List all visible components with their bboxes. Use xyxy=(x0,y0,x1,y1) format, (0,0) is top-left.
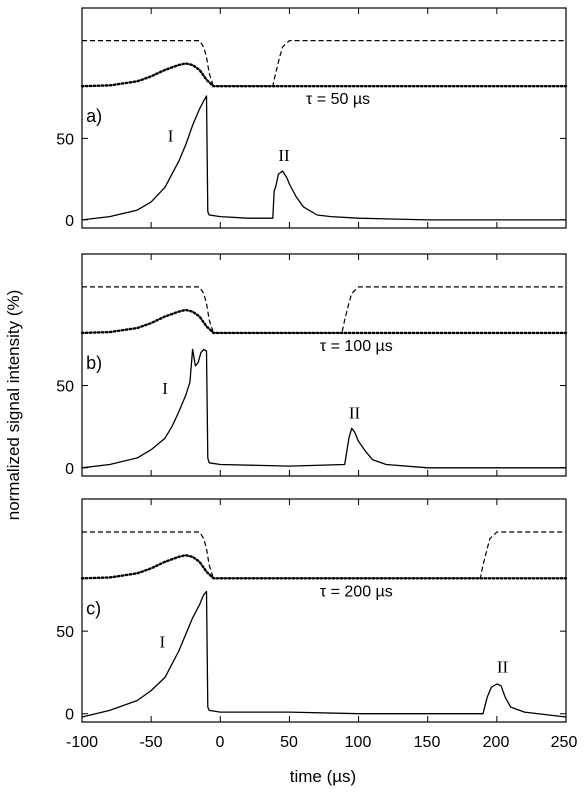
y-tick-label: 0 xyxy=(65,461,74,478)
series-dotted xyxy=(80,62,568,88)
y-tick-label: 50 xyxy=(56,379,74,396)
x-tick-label: 200 xyxy=(483,734,510,751)
y-tick-label: 0 xyxy=(65,213,74,230)
plot-frame xyxy=(81,498,567,723)
peak-label-II: II xyxy=(349,403,361,422)
series-dashed xyxy=(82,531,566,579)
series-solid xyxy=(81,348,566,469)
y-tick-label: 50 xyxy=(56,131,74,148)
y-tick-label: 0 xyxy=(65,707,74,724)
peak-label-I: I xyxy=(159,633,165,652)
series-solid xyxy=(81,590,567,718)
tau-annotation: τ = 100 µs xyxy=(320,338,393,355)
panel-label: c) xyxy=(86,599,101,619)
tau-annotation: τ = 50 µs xyxy=(306,91,370,108)
x-tick-label: -100 xyxy=(66,734,98,751)
peak-label-II: II xyxy=(497,657,509,676)
x-tick-label: -50 xyxy=(139,734,162,751)
x-axis-title: time (µs) xyxy=(290,767,356,786)
peak-label-II: II xyxy=(278,146,290,165)
tau-annotation: τ = 200 µs xyxy=(320,583,393,600)
series-dashed xyxy=(82,286,566,334)
y-axis-title: normalized signal intensity (%) xyxy=(4,290,23,521)
series-solid xyxy=(81,95,566,221)
panel-label: b) xyxy=(86,353,102,373)
series-dotted xyxy=(80,554,568,580)
x-tick-label: 150 xyxy=(414,734,441,751)
x-tick-labels: -100 -50 0 50 100 150 200 250 xyxy=(66,734,577,751)
plot-frame xyxy=(81,7,567,229)
panel-label: a) xyxy=(86,106,102,126)
plot-frame xyxy=(81,253,567,477)
series-dashed xyxy=(82,39,566,87)
x-tick-label: 100 xyxy=(345,734,372,751)
x-tick-label: 250 xyxy=(551,734,578,751)
peak-label-I: I xyxy=(162,379,168,398)
y-tick-label: 50 xyxy=(56,624,74,641)
series-dotted xyxy=(80,308,568,335)
x-tick-label: 0 xyxy=(216,734,225,751)
peak-label-I: I xyxy=(168,127,174,146)
x-tick-label: 50 xyxy=(280,734,298,751)
